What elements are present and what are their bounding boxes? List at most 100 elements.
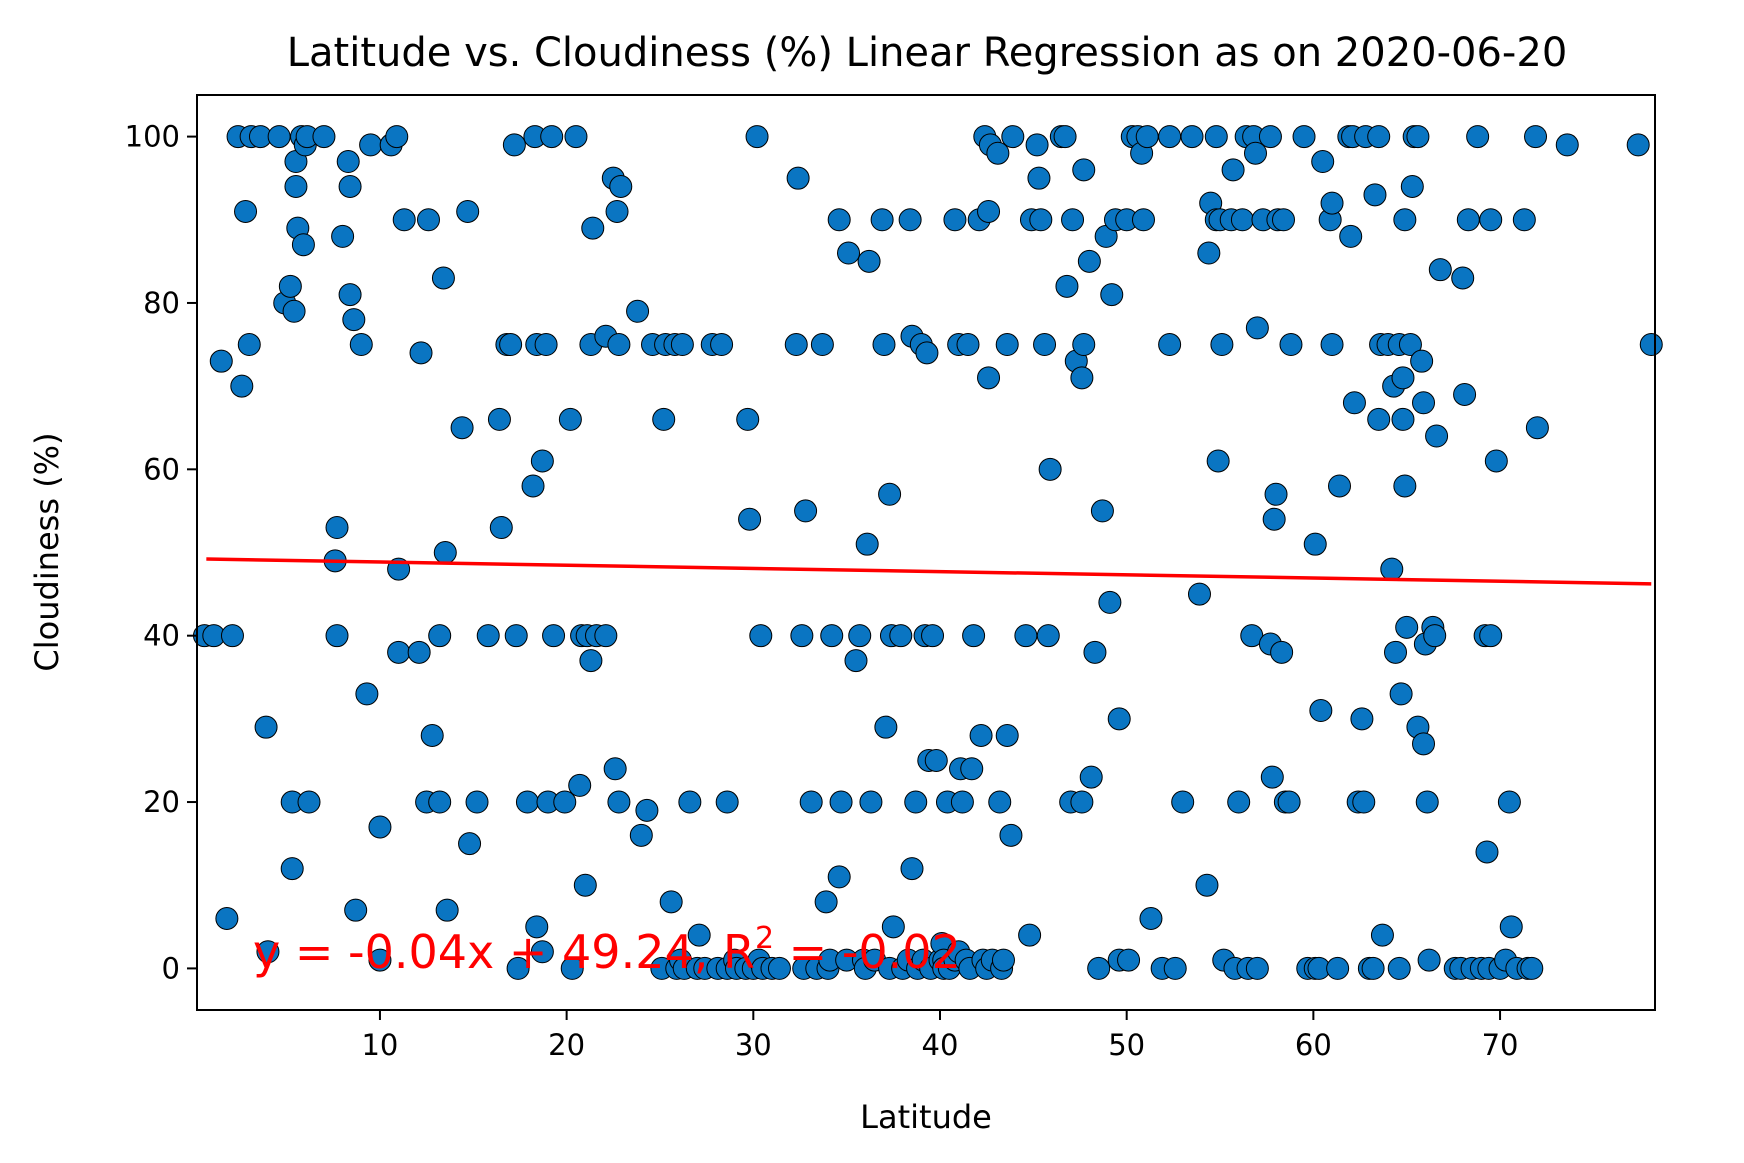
data-point [1395,615,1419,639]
data-point [1453,382,1477,406]
data-point [387,640,411,664]
data-point [1363,183,1387,207]
data-point [921,624,945,648]
data-point [573,873,597,897]
data-point [1484,449,1508,473]
data-point [1107,707,1131,731]
equation-superscript: 2 [755,921,774,956]
data-point [1406,125,1430,149]
data-point [1389,682,1413,706]
data-point [230,374,254,398]
data-point [1061,208,1085,232]
data-point [1098,590,1122,614]
data-point [385,125,409,149]
data-point [1083,640,1107,664]
y-tick-label: 40 [143,619,180,653]
data-point [458,832,482,856]
data-point [1245,956,1269,980]
data-point [799,790,823,814]
data-point [1497,790,1521,814]
data-point [767,956,791,980]
data-point [521,474,545,498]
data-point [1320,333,1344,357]
data-point [1245,316,1269,340]
data-point [749,624,773,648]
data-point [870,208,894,232]
data-point [1326,956,1350,980]
y-tick-label: 60 [143,452,180,486]
data-point [234,199,258,223]
data-point [878,482,902,506]
data-point [1079,765,1103,789]
data-point [710,333,734,357]
data-point [1033,333,1057,357]
data-point [1479,624,1503,648]
data-point [282,299,306,323]
data-point [605,199,629,223]
data-point [1352,790,1376,814]
data-point [487,407,511,431]
data-point [1342,391,1366,415]
data-point [534,333,558,357]
data-point [827,208,851,232]
data-point [1038,457,1062,481]
data-point [1001,125,1025,149]
data-point [635,798,659,822]
data-point [1367,125,1391,149]
data-point [1279,333,1303,357]
data-point [603,757,627,781]
data-point [1456,208,1480,232]
data-point [1262,507,1286,531]
data-point [1158,125,1182,149]
data-point [924,748,948,772]
data-point [1077,249,1101,273]
data-point [1320,191,1344,215]
data-point [1412,732,1436,756]
data-point [1417,948,1441,972]
data-point [297,790,321,814]
data-point [525,915,549,939]
data-point [1131,208,1155,232]
data-point [1087,956,1111,980]
data-point [1171,790,1195,814]
x-tick-label: 40 [922,1028,959,1062]
y-axis-label: Cloudiness (%) [28,432,66,671]
x-tick-label: 30 [735,1028,772,1062]
data-point [220,624,244,648]
data-point [465,790,489,814]
data-point [237,333,261,357]
data-point [1014,624,1038,648]
data-point [1361,956,1385,980]
data-point [844,649,868,673]
data-point [456,199,480,223]
data-point [857,249,881,273]
data-point [904,790,928,814]
data-point [1639,333,1663,357]
data-point [1524,125,1548,149]
data-point [1070,366,1094,390]
data-point [1070,790,1094,814]
data-point [736,407,760,431]
data-point [790,624,814,648]
data-point [278,274,302,298]
regression-line [206,557,1652,586]
data-point [338,175,362,198]
data-point [1479,208,1503,232]
data-point [670,333,694,357]
data-point [950,790,974,814]
data-point [988,790,1012,814]
data-point [1210,333,1234,357]
data-point [325,624,349,648]
data-point [392,208,416,232]
chart-title: Latitude vs. Cloudiness (%) Linear Regre… [287,30,1568,76]
data-point [1412,391,1436,415]
data-point [409,341,433,365]
data-point [820,624,844,648]
data-point [986,141,1010,165]
data-point [859,790,883,814]
data-point [881,915,905,939]
data-point [898,208,922,232]
data-point [1090,499,1114,523]
equation-text: y = -0.04x + 49.24, R [253,925,755,979]
